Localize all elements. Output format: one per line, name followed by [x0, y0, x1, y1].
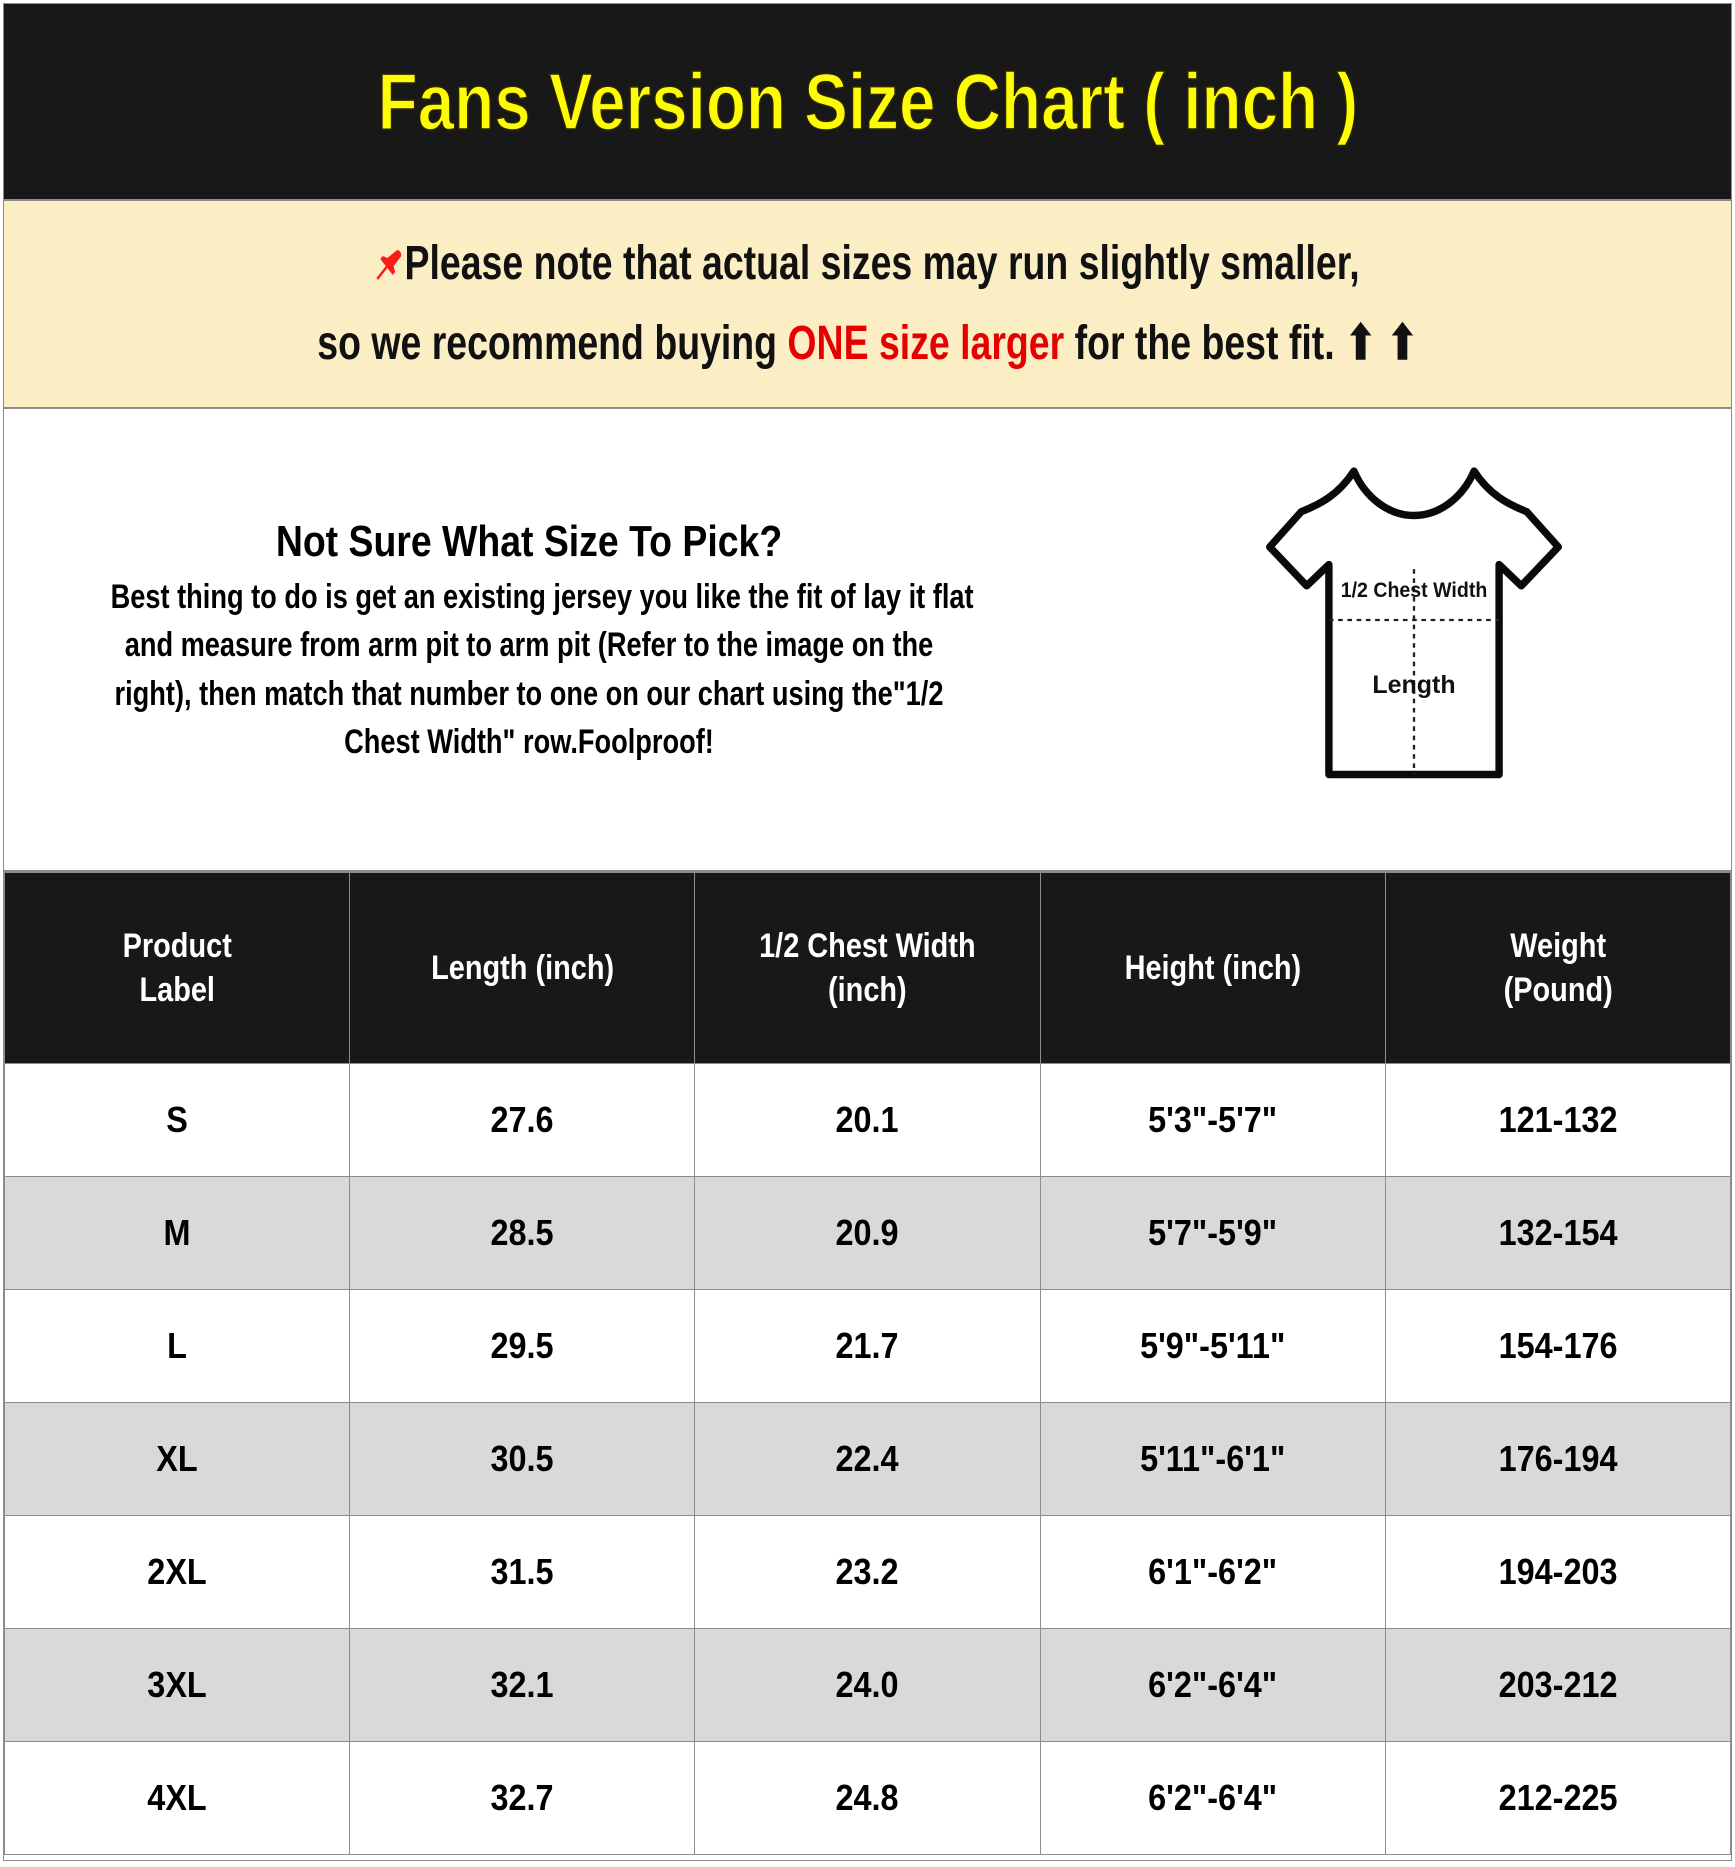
- svg-text:Length: Length: [1372, 671, 1455, 699]
- svg-text:1/2 Chest Width: 1/2 Chest Width: [1341, 578, 1488, 602]
